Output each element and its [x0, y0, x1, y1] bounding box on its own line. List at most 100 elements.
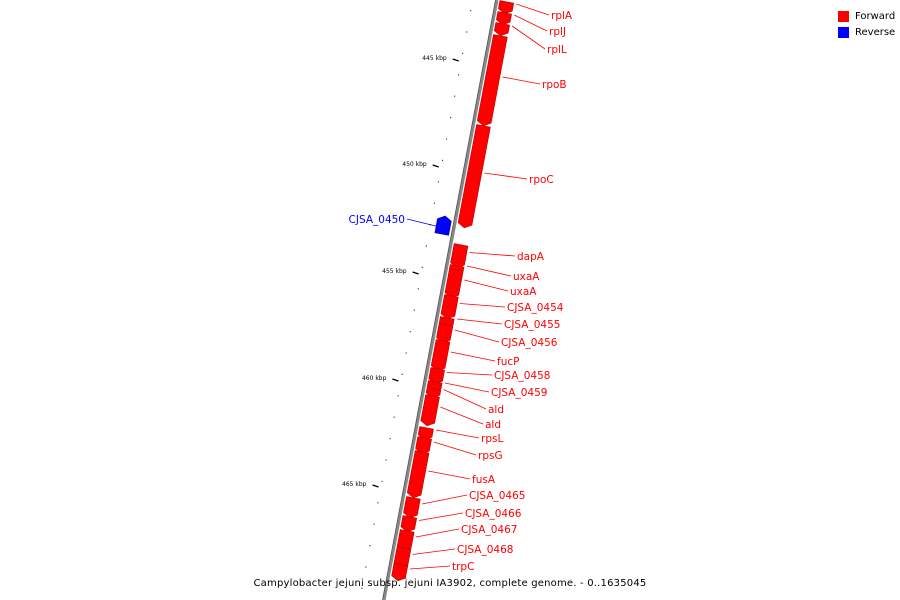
leader-line — [466, 265, 512, 277]
gene-label[interactable]: rplA — [551, 10, 573, 22]
major-tick — [392, 378, 399, 382]
leader-line — [433, 441, 477, 456]
gene-label[interactable]: CJSA_0465 — [469, 490, 525, 502]
gene-label[interactable]: CJSA_0454 — [507, 302, 564, 314]
legend: Forward Reverse — [838, 8, 895, 40]
gene-features — [391, 0, 515, 582]
minor-tick — [445, 138, 448, 140]
minor-tick — [466, 31, 468, 33]
forward-swatch — [838, 10, 849, 22]
leader-line — [415, 528, 460, 538]
minor-tick — [385, 459, 387, 461]
leader-line — [464, 279, 509, 292]
major-tick — [372, 484, 379, 488]
legend-forward-label: Forward — [855, 10, 896, 22]
gene-label[interactable]: rpsG — [478, 450, 503, 462]
gene-feature — [496, 11, 512, 26]
major-tick — [412, 271, 419, 275]
minor-tick — [413, 309, 415, 311]
kbp-label: 460 kbp — [362, 375, 387, 382]
gene-feature — [493, 22, 510, 37]
leader-line — [456, 318, 503, 325]
minor-tick — [417, 288, 419, 290]
gene-feature — [420, 394, 440, 427]
leader-line — [469, 252, 516, 257]
minor-tick — [433, 202, 436, 204]
minor-tick — [361, 587, 363, 589]
gene-label[interactable]: CJSA_0458 — [494, 370, 550, 382]
gene-feature — [498, 0, 515, 15]
legend-item-forward: Forward — [838, 8, 895, 24]
leader-line — [484, 172, 528, 180]
kbp-label: 450 kbp — [402, 161, 427, 168]
gene-feature — [476, 34, 508, 127]
kbp-label: 465 kbp — [342, 481, 367, 488]
gene-feature — [406, 450, 430, 499]
gene-label[interactable]: uxaA — [513, 271, 540, 283]
gene-label[interactable]: rplJ — [549, 26, 566, 38]
gene-label[interactable]: trpC — [452, 561, 474, 573]
minor-tick — [377, 502, 379, 504]
backbone-shadow — [382, 0, 496, 600]
gene-feature — [440, 294, 459, 320]
major-tick — [452, 58, 459, 62]
gene-label[interactable]: rpoB — [542, 79, 567, 91]
gene-label[interactable]: rplL — [547, 44, 567, 56]
backbone-line — [382, 0, 499, 600]
gene-label[interactable]: rpsL — [481, 433, 503, 445]
minor-tick — [389, 438, 391, 440]
minor-tick — [437, 181, 440, 183]
gene-label[interactable]: ald — [485, 419, 501, 431]
leader-line — [422, 494, 468, 505]
gene-feature — [430, 339, 451, 372]
minor-tick — [409, 331, 411, 333]
gene-label[interactable]: CJSA_0467 — [461, 524, 517, 536]
legend-item-reverse: Reverse — [838, 24, 895, 40]
leader-line — [444, 382, 490, 393]
gene-feature — [391, 563, 409, 582]
leader-line — [446, 372, 493, 376]
leader-line — [428, 470, 471, 480]
gene-feature — [444, 268, 464, 299]
genome-caption: Campylobacter jejuni subsp. jejuni IA390… — [253, 578, 647, 589]
gene-label[interactable]: CJSA_0468 — [457, 544, 513, 556]
minor-tick — [470, 10, 472, 12]
gene-label[interactable]: CJSA_0466 — [465, 508, 522, 520]
leader-line — [435, 429, 480, 439]
minor-tick — [397, 395, 399, 397]
gene-label[interactable]: fusA — [472, 474, 496, 486]
minor-tick — [381, 480, 383, 482]
gene-feature — [403, 496, 421, 519]
leader-line — [443, 389, 487, 410]
kbp-label: 445 kbp — [422, 55, 447, 62]
leader-line — [409, 565, 451, 570]
gene-feature — [450, 243, 469, 269]
major-tick — [432, 164, 439, 168]
minor-tick — [369, 545, 371, 547]
gene-label[interactable]: CJSA_0459 — [491, 387, 547, 399]
gene-label[interactable]: CJSA_0455 — [504, 319, 560, 331]
leader-line — [450, 351, 496, 362]
gene-feature — [434, 215, 452, 236]
gene-label[interactable]: rpoC — [529, 174, 554, 186]
leader-line — [459, 303, 506, 308]
minor-tick — [401, 373, 403, 375]
leader-line — [516, 3, 550, 16]
leader-line — [454, 329, 500, 343]
minor-tick — [453, 95, 456, 97]
minor-tick — [458, 74, 460, 76]
gene-label[interactable]: ald — [488, 404, 504, 416]
genome-backbone — [382, 0, 499, 600]
gene-label[interactable]: fucP — [497, 356, 519, 368]
gene-label[interactable]: CJSA_0456 — [501, 337, 558, 349]
gene-label[interactable]: dapA — [517, 251, 545, 263]
label-leader-lines — [406, 3, 550, 570]
leader-line — [511, 25, 546, 50]
leader-line — [440, 406, 484, 425]
gene-label[interactable]: CJSA_0450 — [349, 214, 405, 226]
gene-label[interactable]: uxaA — [510, 286, 537, 298]
leader-line — [514, 14, 548, 32]
minor-tick — [365, 566, 367, 568]
gene-feature — [400, 515, 418, 533]
